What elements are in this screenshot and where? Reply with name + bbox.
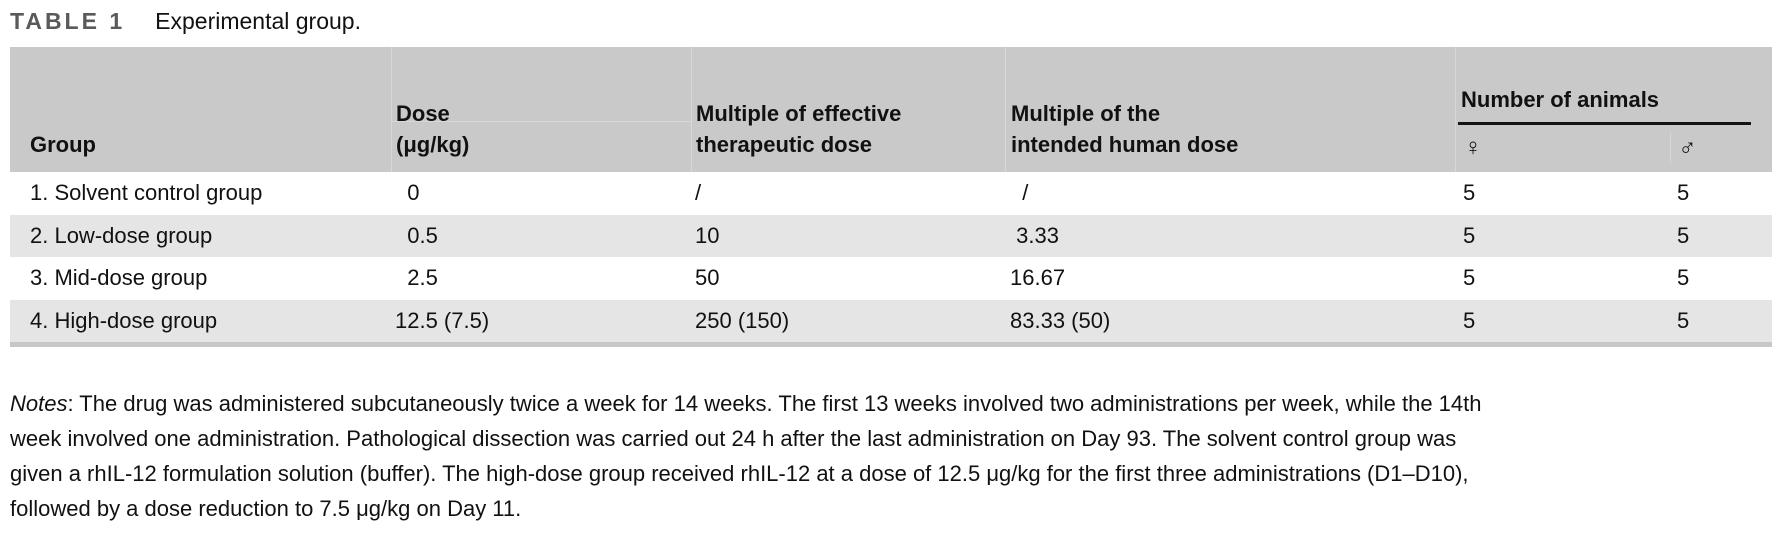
table-row-3-group: 3. Mid-dose group <box>30 265 208 291</box>
column-header-multiple-human: Multiple of the intended human dose <box>1005 47 1455 172</box>
table-row-2-male-count: 5 <box>1670 214 1772 257</box>
table-notes: Notes: The drug was administered subcuta… <box>10 386 1670 526</box>
table-header-row: Group Dose (μg/kg) Multiple of effective t… <box>10 47 1772 172</box>
table-caption: TABLE 1 Experimental group. <box>10 8 361 35</box>
notes-line-4: followed by a dose reduction to 7.5 μg/k… <box>10 496 522 521</box>
notes-line-3: given a rhIL-12 formulation solution (bu… <box>10 461 1469 486</box>
table-row-1-male-count: 5 <box>1677 180 1690 206</box>
table-row-3-female-count: 5 <box>1463 265 1476 291</box>
multiple-human-line1: Multiple of the <box>1011 101 1161 126</box>
multiple-effective-line1: Multiple of effective <box>696 101 902 126</box>
table-row-2-female-count: 5 <box>1455 214 1670 257</box>
dose-label-line1: Dose <box>396 101 450 126</box>
column-header-number-of-animals: Number of animals ♀ ♂ <box>1455 47 1772 172</box>
header-faint-divider <box>391 121 691 122</box>
table-row-4-group: 4. High-dose group <box>10 299 391 342</box>
multiple-human-line2: intended human dose <box>1011 132 1239 157</box>
experimental-group-table: Group Dose (μg/kg) Multiple of effective t… <box>10 47 1772 347</box>
multiple-effective-line2: therapeutic dose <box>696 132 873 157</box>
notes-line-1: Notes: The drug was administered subcuta… <box>10 386 1670 421</box>
table-body: 1. Solvent control group 0 / / 5 5 2. Lo… <box>10 172 1772 342</box>
table-row-2-multiple-human: 3.33 <box>1005 214 1455 257</box>
table-caption-text: Experimental group. <box>155 8 361 34</box>
table-row-4-multiple-effective: 250 (150) <box>691 299 1005 342</box>
table-row-2-dose: 0.5 <box>391 214 691 257</box>
table-row-4-male-count: 5 <box>1670 299 1772 342</box>
sex-subheader-row: ♀ ♂ <box>1456 132 1772 163</box>
table-bottom-border <box>10 342 1772 347</box>
column-header-multiple-effective: Multiple of effective therapeutic dose <box>691 47 1005 172</box>
table-row-3-multiple-effective: 50 <box>695 265 720 291</box>
table-row-1-female-count: 5 <box>1463 180 1476 206</box>
table-number-label: TABLE 1 <box>10 8 126 34</box>
table-row-1-group: 1. Solvent control group <box>30 180 263 206</box>
dose-label-line2: (μg/kg) <box>396 132 470 157</box>
table-row-2-multiple-effective: 10 <box>691 214 1005 257</box>
number-of-animals-rule <box>1458 122 1751 125</box>
table-row-4-multiple-human: 83.33 (50) <box>1005 299 1455 342</box>
table-row-4-female-count: 5 <box>1455 299 1670 342</box>
number-of-animals-label: Number of animals <box>1461 87 1660 112</box>
table-row-1-multiple-effective: / <box>695 180 702 206</box>
male-symbol-icon: ♂ <box>1670 132 1772 163</box>
female-symbol-icon: ♀ <box>1464 134 1482 161</box>
table-row-3-dose: 2.5 <box>395 265 438 291</box>
notes-line-1-text: : The drug was administered subcutaneous… <box>67 391 1482 416</box>
notes-prefix: Notes <box>10 391 68 416</box>
notes-line-2: week involved one administration. Pathol… <box>10 426 1457 451</box>
table-row-2-group: 2. Low-dose group <box>10 214 391 257</box>
table-row-3-male-count: 5 <box>1677 265 1690 291</box>
column-header-dose: Dose (μg/kg) <box>391 47 691 172</box>
table-row-3-multiple-human: 16.67 <box>1010 265 1066 291</box>
table-row-1-multiple-human: / <box>1010 180 1029 206</box>
table-row-4-dose: 12.5 (7.5) <box>391 299 691 342</box>
table-row-1-dose: 0 <box>395 180 420 206</box>
column-header-group: Group <box>30 132 96 157</box>
